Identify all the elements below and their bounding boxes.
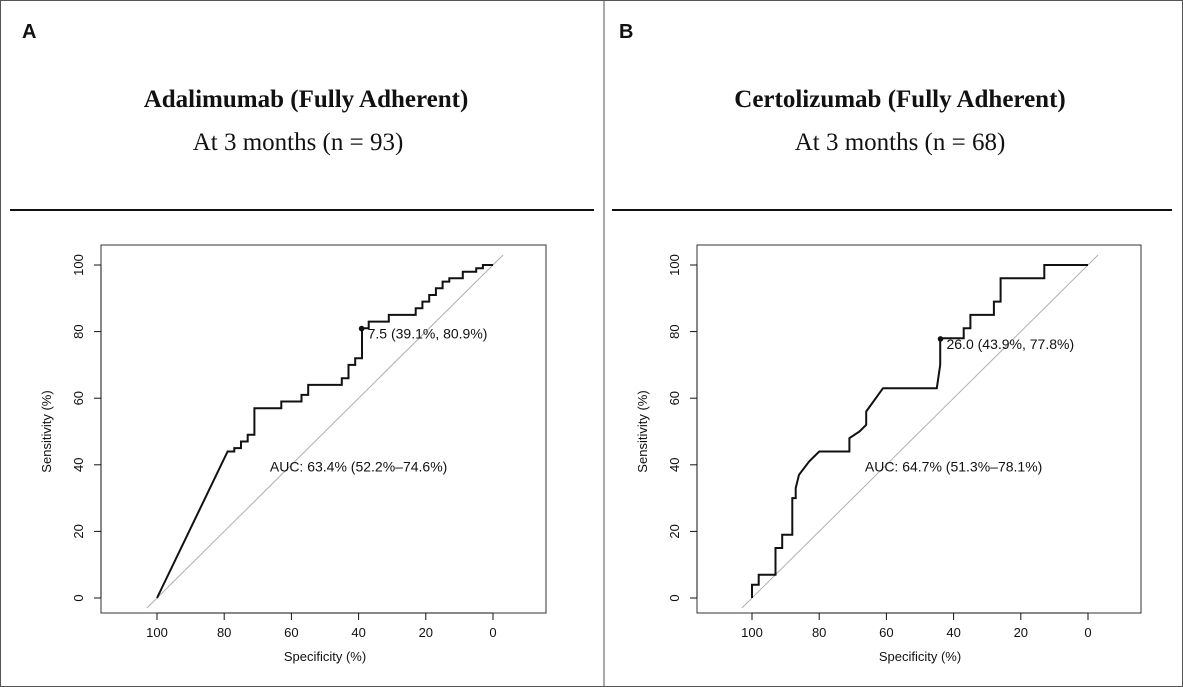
y-tick-label: 80 (71, 324, 86, 338)
y-tick-label: 40 (71, 458, 86, 472)
plot-frame (696, 244, 1142, 614)
panel-letter-b: B (619, 21, 633, 43)
roc-plot-a: 100 80 60 40 20 0 0 20 40 60 80 100 Specificity (%) S… (39, 244, 547, 664)
y-tick-label: 100 (667, 254, 682, 276)
x-tick-label: 20 (1014, 625, 1028, 640)
x-tick-label: 80 (217, 625, 231, 640)
x-tick-label: 60 (284, 625, 298, 640)
y-tick-label: 60 (71, 391, 86, 405)
diagonal-reference-line (146, 254, 504, 609)
x-axis-title: Specificity (%) (879, 649, 961, 664)
threshold-label: 26.0 (43.9%, 77.8%) (946, 336, 1074, 352)
x-tick-label: 0 (489, 625, 496, 640)
threshold-point (358, 325, 365, 332)
x-tick-label: 40 (351, 625, 365, 640)
diagonal-reference-line (741, 254, 1099, 609)
x-tick-label: 40 (946, 625, 960, 640)
x-tick-label: 60 (879, 625, 893, 640)
roc-curve (751, 264, 1088, 598)
panel-letter-a: A (22, 21, 36, 43)
panel-a: A Adalimumab (Fully Adherent) At 3 month… (10, 21, 594, 664)
x-axis-title: Specificity (%) (284, 649, 366, 664)
y-tick-label: 40 (667, 458, 682, 472)
x-tick-label: 20 (419, 625, 433, 640)
x-tick-label: 0 (1084, 625, 1091, 640)
y-axis-title: Sensitivity (%) (39, 390, 54, 472)
y-axis-title: Sensitivity (%) (635, 390, 650, 472)
y-tick-label: 0 (667, 594, 682, 601)
x-tick-label: 100 (741, 625, 763, 640)
y-tick-label: 100 (71, 254, 86, 276)
panel-a-subtitle: At 3 months (n = 93) (193, 129, 404, 156)
panel-b-title: Certolizumab (Fully Adherent) (734, 86, 1065, 113)
auc-label: AUC: 64.7% (51.3%–78.1%) (865, 458, 1042, 474)
panel-b: B Certolizumab (Fully Adherent) At 3 mon… (612, 21, 1172, 664)
y-tick-label: 20 (71, 524, 86, 538)
x-tick-label: 80 (812, 625, 826, 640)
threshold-label: 7.5 (39.1%, 80.9%) (368, 326, 488, 342)
panel-b-subtitle: At 3 months (n = 68) (795, 129, 1006, 156)
y-tick-label: 0 (71, 594, 86, 601)
auc-label: AUC: 63.4% (52.2%–74.6%) (270, 458, 447, 474)
threshold-point (937, 336, 944, 342)
y-tick-label: 20 (667, 524, 682, 538)
roc-plot-b: 100 80 60 40 20 0 0 20 40 60 80 100 Specificity (%) S… (635, 244, 1142, 664)
y-tick-label: 80 (667, 324, 682, 338)
x-tick-label: 100 (146, 625, 168, 640)
panel-a-title: Adalimumab (Fully Adherent) (144, 86, 469, 113)
y-tick-label: 60 (667, 391, 682, 405)
plot-frame (100, 244, 547, 614)
